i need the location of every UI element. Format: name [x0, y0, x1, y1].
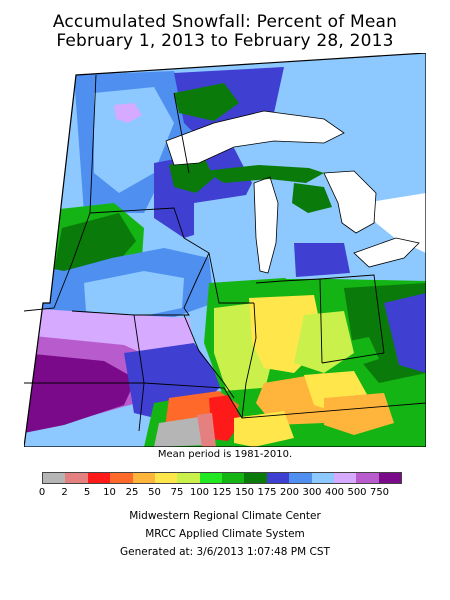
legend-label-2: 5	[83, 487, 91, 498]
legend-swatch-11	[289, 473, 312, 483]
lake-michigan	[254, 177, 278, 273]
legend-label-4: 25	[125, 487, 139, 498]
zone-northern-wisconsin	[169, 157, 214, 193]
zone-bootheel-pink	[197, 413, 216, 447]
zone-southern-illinois-red	[209, 395, 242, 441]
lake-erie	[354, 238, 419, 267]
zone-indiana-green	[294, 311, 354, 373]
legend-label-8: 125	[212, 487, 232, 498]
lake-huron	[324, 171, 376, 233]
snowfall-map	[24, 53, 426, 447]
legend-swatch-13	[333, 473, 357, 483]
legend-label-7: 100	[189, 487, 210, 498]
credit-generated: Generated at: 3/6/2013 1:07:48 PM CST	[120, 546, 330, 558]
legend-swatch-15	[378, 473, 401, 483]
legend-swatch-10	[266, 473, 290, 483]
legend-label-15: 750	[369, 487, 390, 498]
legend-swatch-4	[132, 473, 155, 483]
legend-label-14: 500	[347, 487, 367, 498]
zone-southern-minnesota-dark	[54, 213, 136, 283]
lake-outlines	[165, 110, 420, 274]
legend-swatch-1	[65, 473, 88, 483]
zone-tennessee-orange	[324, 393, 394, 435]
state-boundaries	[24, 53, 426, 447]
legend-swatch-12	[311, 473, 334, 483]
legend-label-13: 400	[324, 487, 345, 498]
lake-ontario-area	[364, 193, 426, 253]
zone-iowa-central	[84, 271, 184, 318]
color-legend-labels: 0 2 5 10 25 50 75 100 125 150 175 200 300 400 500 750	[0, 487, 450, 501]
legend-swatch-6	[177, 473, 200, 483]
credit-system: MRCC Applied Climate System	[145, 528, 305, 540]
map-title-line-2: February 1, 2013 to February 28, 2013	[56, 31, 394, 51]
color-legend-bar	[42, 472, 402, 484]
legend-label-10: 175	[257, 487, 277, 498]
map-title-line-1: Accumulated Snowfall: Percent of Mean	[52, 12, 398, 32]
legend-label-1: 2	[61, 487, 68, 498]
zone-tennessee-yellow	[234, 411, 294, 447]
legend-label-3: 10	[103, 487, 116, 498]
legend-swatch-2	[87, 473, 111, 483]
legend-swatch-7	[199, 473, 222, 483]
legend-label-0: 0	[38, 487, 46, 498]
legend-swatch-5	[154, 473, 178, 483]
legend-swatch-8	[222, 473, 245, 483]
mean-period-note: Mean period is 1981-2010.	[157, 449, 293, 460]
zone-ohio-purple	[384, 293, 426, 373]
legend-label-11: 200	[279, 487, 300, 498]
legend-label-12: 300	[302, 487, 322, 498]
zone-arrowhead-minnesota	[174, 83, 239, 121]
legend-label-6: 75	[170, 487, 184, 498]
zone-wisconsin	[194, 193, 264, 283]
michigan-north-green	[292, 183, 332, 213]
zone-northwest-purple	[114, 103, 142, 123]
legend-label-9: 150	[234, 487, 255, 498]
legend-label-5: 50	[148, 487, 161, 498]
michigan-lower-purple	[294, 243, 350, 277]
legend-swatch-3	[110, 473, 133, 483]
legend-swatch-9	[244, 473, 267, 483]
zone-missouri-southwest	[24, 353, 136, 433]
legend-swatch-14	[356, 473, 379, 483]
credit-center: Midwestern Regional Climate Center	[129, 510, 321, 522]
legend-swatch-0	[43, 473, 66, 483]
zone-southeast-missouri	[154, 417, 209, 447]
michigan-upper-peninsula	[204, 165, 324, 183]
